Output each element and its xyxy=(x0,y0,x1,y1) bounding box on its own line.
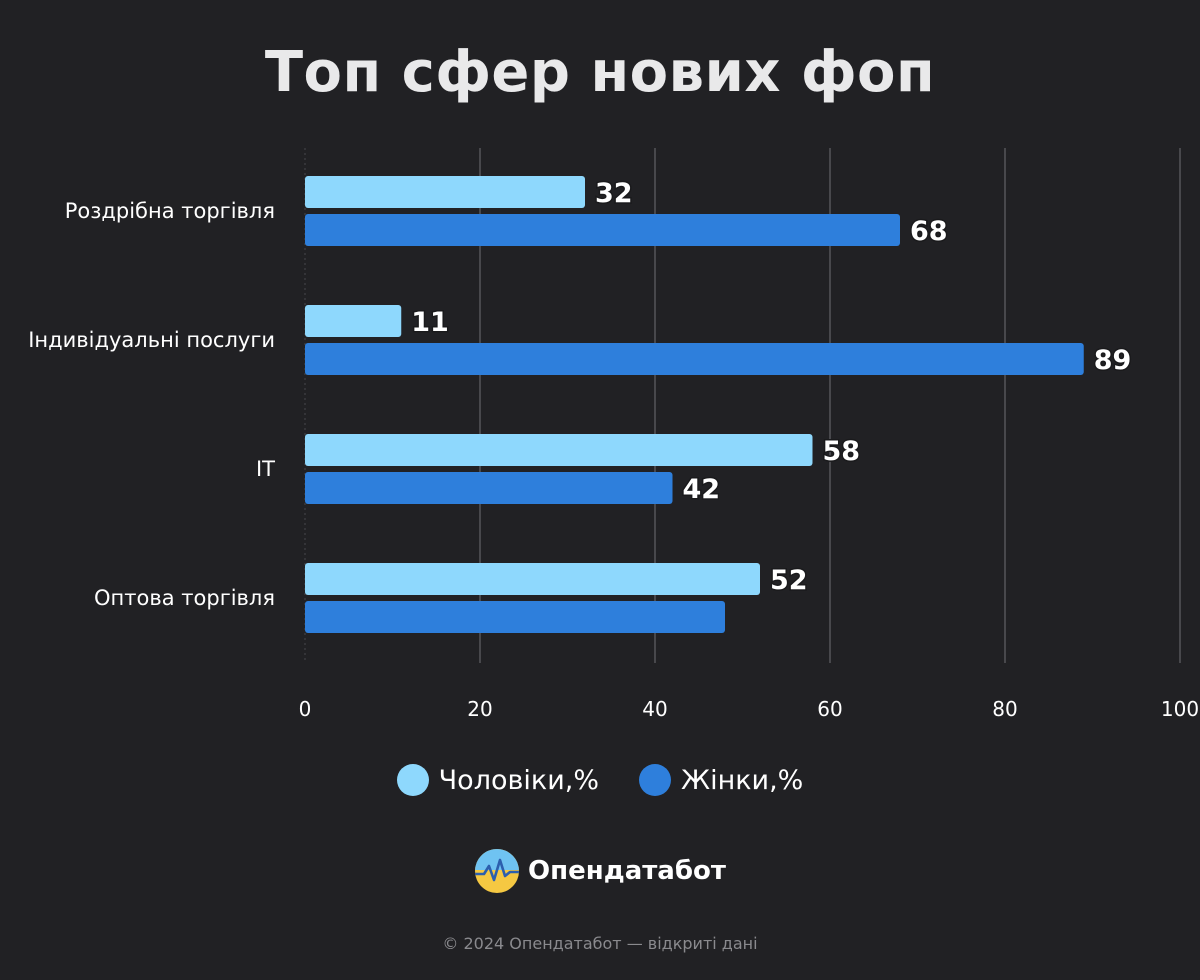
brand: Опендатабот xyxy=(0,848,1200,894)
footer-copyright: © 2024 Опендатабот — відкриті дані xyxy=(442,934,758,953)
x-tick-label: 60 xyxy=(817,697,842,721)
data-label: 68 xyxy=(910,216,948,247)
data-label: 11 xyxy=(411,307,449,338)
data-label: 32 xyxy=(595,178,633,209)
data-label: 42 xyxy=(683,474,721,505)
bar-women xyxy=(305,472,673,504)
bar-men xyxy=(305,305,402,337)
category-label: Оптова торгівля xyxy=(94,586,275,610)
bar-women xyxy=(305,214,900,246)
legend-item-men[interactable]: Чоловіки,% xyxy=(396,764,599,796)
x-tick-label: 100 xyxy=(1161,697,1199,721)
x-tick-label: 80 xyxy=(992,697,1017,721)
legend-swatch-women xyxy=(638,764,671,796)
bar-men xyxy=(305,176,585,208)
bar-men xyxy=(305,563,760,595)
category-label: IT xyxy=(256,457,275,481)
category-label: Індивідуальні послуги xyxy=(28,328,275,352)
x-tick-label: 40 xyxy=(642,697,667,721)
legend-item-women[interactable]: Жінки,% xyxy=(638,764,804,796)
legend-label-men: Чоловіки,% xyxy=(438,764,599,796)
bar-women xyxy=(305,601,725,633)
opendatabot-logo-icon xyxy=(475,849,520,893)
bar-women xyxy=(305,343,1084,375)
x-tick-label: 0 xyxy=(299,697,312,721)
bar-chart: 32 11 58 52 68 89 42 0 20 40 60 80 100 Роздрібна тор… xyxy=(28,148,1199,721)
bar-men xyxy=(305,434,813,466)
chart-title: Топ сфер нових фоп xyxy=(264,40,936,105)
data-label: 89 xyxy=(1094,345,1132,376)
legend-swatch-men xyxy=(396,764,429,796)
data-label: 58 xyxy=(823,436,861,467)
category-label: Роздрібна торгівля xyxy=(65,199,275,223)
legend-label-women: Жінки,% xyxy=(680,764,804,796)
brand-name: Опендатабот xyxy=(528,856,726,886)
x-tick-label: 20 xyxy=(467,697,492,721)
data-label: 52 xyxy=(770,565,808,596)
legend: Чоловіки,% Жінки,% xyxy=(0,764,1200,796)
